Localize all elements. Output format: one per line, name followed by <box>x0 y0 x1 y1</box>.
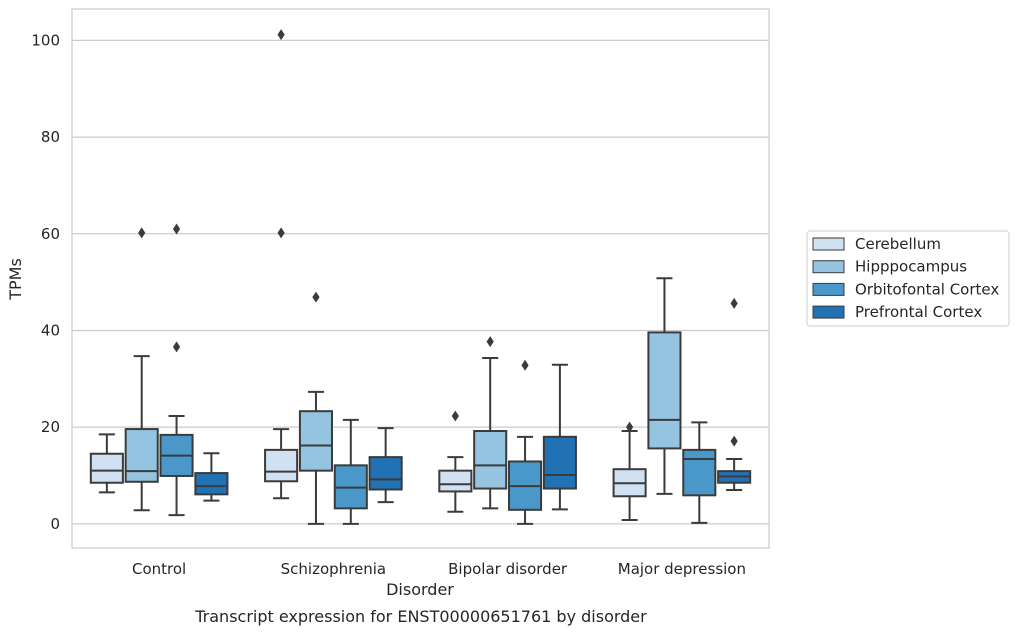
grid-lines <box>72 39 769 525</box>
legend-swatch <box>812 237 845 251</box>
x-tick-labels: Control Schizophrenia Bipolar disorder Majo… <box>132 560 746 578</box>
box <box>682 448 717 497</box>
box <box>542 435 577 490</box>
outlier-point <box>486 336 494 348</box>
legend-items: Cerebellum Hipppocampus Orbitofontal Corte… <box>812 235 999 321</box>
outlier-point <box>730 435 738 447</box>
legend-label: Hipppocampus <box>855 258 967 276</box>
legend: Cerebellum Hipppocampus Orbitofontal Corte… <box>806 230 1010 327</box>
outlier-point <box>172 223 181 235</box>
box-plots <box>89 29 752 525</box>
x-tick-label: Schizophrenia <box>281 560 386 578</box>
outlier-point <box>172 341 181 353</box>
box <box>194 472 229 496</box>
legend-swatch <box>812 260 845 274</box>
y-tick-label: 0 <box>50 515 60 533</box>
box-plot <box>333 418 368 525</box>
y-tick-label: 20 <box>41 418 60 436</box>
box-plot <box>682 421 717 524</box>
outlier-point <box>138 227 146 239</box>
legend-swatch <box>812 305 845 319</box>
box <box>124 428 159 483</box>
legend-frame <box>806 230 1010 327</box>
box <box>264 448 299 483</box>
outlier-point <box>521 359 529 371</box>
y-tick-label: 100 <box>31 31 60 49</box>
legend-item: Hipppocampus <box>812 258 967 276</box>
plot-frame <box>71 8 770 549</box>
x-tick-label: Control <box>132 560 186 578</box>
y-axis-label: TPMs <box>6 258 25 301</box>
y-tick-label: 60 <box>41 225 60 243</box>
box-plot <box>89 433 124 494</box>
box-plot <box>612 421 647 521</box>
box-plot <box>264 29 299 500</box>
box-plot <box>508 359 543 525</box>
outlier-point <box>312 291 320 303</box>
box-plot <box>438 410 473 513</box>
box <box>647 331 682 450</box>
box-plot <box>298 291 333 525</box>
legend-item: Orbitofontal Cortex <box>812 280 999 298</box>
x-axis-label: Disorder <box>386 580 454 599</box>
box <box>368 456 403 491</box>
legend-item: Prefrontal Cortex <box>812 303 982 321</box>
y-tick-labels: 0 20 40 60 80 100 <box>31 31 60 532</box>
outlier-point <box>277 227 285 239</box>
legend-swatch <box>812 282 845 296</box>
y-tick-label: 80 <box>41 128 60 146</box>
box-plot <box>194 452 229 502</box>
legend-label: Cerebellum <box>855 235 941 253</box>
x-tick-label: Bipolar disorder <box>448 560 568 578</box>
x-tick-label: Major depression <box>618 560 746 578</box>
box-plot <box>473 336 508 510</box>
box <box>298 410 333 472</box>
box-plot <box>159 223 194 517</box>
y-tick-label: 40 <box>41 321 60 339</box>
box <box>473 430 508 490</box>
box-plot <box>717 297 752 491</box>
outlier-point <box>730 297 738 309</box>
box-plot <box>368 427 403 504</box>
chart-caption: Transcript expression for ENST0000065176… <box>194 607 647 626</box>
legend-label: Prefrontal Cortex <box>855 303 982 321</box>
outlier-point <box>626 421 634 433</box>
legend-label: Orbitofontal Cortex <box>855 280 999 298</box>
box-plot <box>542 363 577 511</box>
outlier-point <box>277 29 285 41</box>
box <box>438 469 473 493</box>
legend-item: Cerebellum <box>812 235 941 253</box>
box-plot <box>124 227 159 512</box>
outlier-point <box>451 410 459 422</box>
box <box>89 452 124 484</box>
box-plot <box>647 277 682 495</box>
